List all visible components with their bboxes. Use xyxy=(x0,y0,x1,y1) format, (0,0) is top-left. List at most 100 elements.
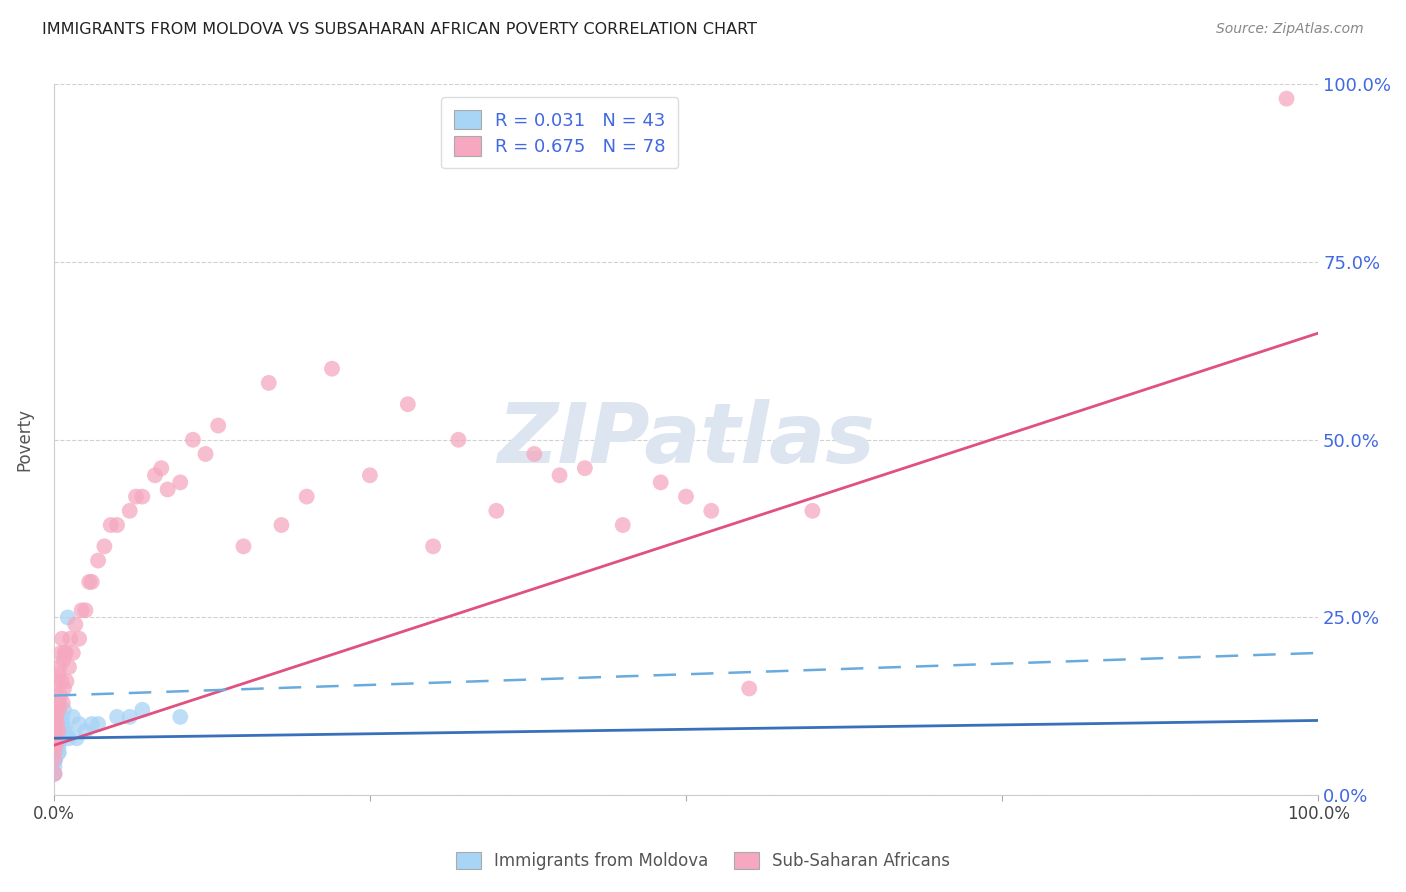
Point xyxy=(48,724,70,739)
Point xyxy=(75,603,97,617)
Point xyxy=(45,724,67,739)
Point xyxy=(44,739,66,753)
Point xyxy=(156,483,179,497)
Point xyxy=(44,731,66,746)
Point xyxy=(181,433,204,447)
Point xyxy=(422,539,444,553)
Point xyxy=(44,731,66,746)
Point xyxy=(52,696,75,710)
Point xyxy=(44,759,66,773)
Point xyxy=(232,539,254,553)
Point xyxy=(396,397,419,411)
Point xyxy=(295,490,318,504)
Point xyxy=(55,646,77,660)
Point xyxy=(65,731,87,746)
Point xyxy=(80,574,103,589)
Point xyxy=(44,724,66,739)
Point xyxy=(131,490,153,504)
Point xyxy=(48,660,70,674)
Point xyxy=(52,717,75,731)
Point xyxy=(44,717,66,731)
Point xyxy=(52,681,75,696)
Point xyxy=(59,632,82,646)
Text: IMMIGRANTS FROM MOLDOVA VS SUBSAHARAN AFRICAN POVERTY CORRELATION CHART: IMMIGRANTS FROM MOLDOVA VS SUBSAHARAN AF… xyxy=(42,22,758,37)
Point xyxy=(169,475,191,490)
Text: Source: ZipAtlas.com: Source: ZipAtlas.com xyxy=(1216,22,1364,37)
Point xyxy=(675,490,697,504)
Point xyxy=(65,617,87,632)
Point xyxy=(118,710,141,724)
Point xyxy=(44,739,66,753)
Point xyxy=(700,504,723,518)
Text: ZIPatlas: ZIPatlas xyxy=(498,400,875,480)
Point xyxy=(45,739,67,753)
Point xyxy=(45,703,67,717)
Point xyxy=(523,447,546,461)
Point xyxy=(45,724,67,739)
Point xyxy=(48,696,70,710)
Point xyxy=(801,504,824,518)
Point xyxy=(169,710,191,724)
Point xyxy=(125,490,148,504)
Point xyxy=(49,717,72,731)
Point xyxy=(1275,92,1298,106)
Point xyxy=(77,574,100,589)
Point xyxy=(46,731,69,746)
Point xyxy=(46,731,69,746)
Point xyxy=(87,553,110,567)
Point xyxy=(44,766,66,780)
Point xyxy=(548,468,571,483)
Point xyxy=(52,703,75,717)
Point xyxy=(46,724,69,739)
Y-axis label: Poverty: Poverty xyxy=(15,409,32,471)
Point xyxy=(58,660,80,674)
Point xyxy=(45,703,67,717)
Point xyxy=(46,696,69,710)
Point xyxy=(49,689,72,703)
Point xyxy=(44,717,66,731)
Point xyxy=(44,752,66,766)
Point xyxy=(45,731,67,746)
Point xyxy=(131,703,153,717)
Point xyxy=(45,710,67,724)
Point xyxy=(44,746,66,760)
Point xyxy=(44,766,66,780)
Point xyxy=(56,610,79,624)
Legend: R = 0.031   N = 43, R = 0.675   N = 78: R = 0.031 N = 43, R = 0.675 N = 78 xyxy=(441,97,678,169)
Point xyxy=(574,461,596,475)
Point xyxy=(51,731,73,746)
Point xyxy=(49,724,72,739)
Point xyxy=(207,418,229,433)
Point xyxy=(46,739,69,753)
Point xyxy=(49,646,72,660)
Point xyxy=(62,710,84,724)
Point xyxy=(55,724,77,739)
Point xyxy=(46,674,69,689)
Point xyxy=(48,746,70,760)
Point xyxy=(51,674,73,689)
Point xyxy=(48,703,70,717)
Point xyxy=(612,518,634,533)
Point xyxy=(270,518,292,533)
Point xyxy=(100,518,122,533)
Point xyxy=(75,724,97,739)
Point xyxy=(44,739,66,753)
Point xyxy=(447,433,470,447)
Point xyxy=(44,739,66,753)
Point xyxy=(62,646,84,660)
Point xyxy=(46,710,69,724)
Point xyxy=(44,752,66,766)
Point xyxy=(150,461,173,475)
Point xyxy=(105,710,128,724)
Point xyxy=(118,504,141,518)
Point xyxy=(143,468,166,483)
Point xyxy=(485,504,508,518)
Point xyxy=(58,731,80,746)
Point xyxy=(45,724,67,739)
Point xyxy=(45,717,67,731)
Point xyxy=(738,681,761,696)
Point xyxy=(45,717,67,731)
Point xyxy=(45,710,67,724)
Point xyxy=(48,739,70,753)
Point xyxy=(650,475,672,490)
